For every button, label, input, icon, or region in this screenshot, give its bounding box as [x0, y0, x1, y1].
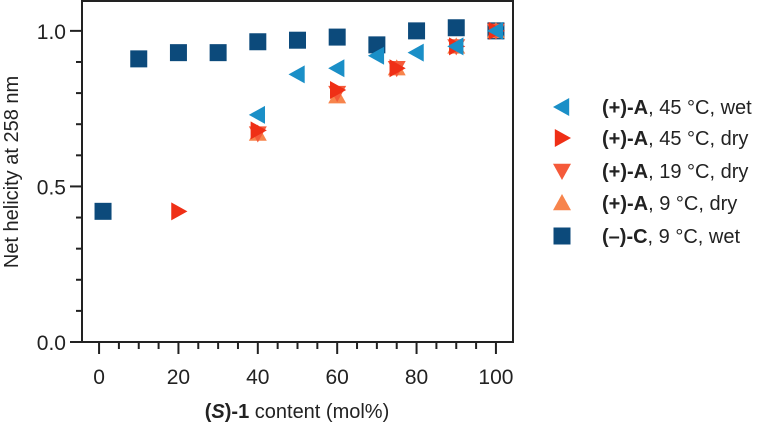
- data-point: [288, 65, 305, 84]
- legend-marker-triangle-down: [553, 163, 571, 180]
- data-point: [171, 202, 188, 221]
- data-point: [249, 33, 267, 51]
- x-axis-title: (S)-1 content (mol%): [205, 401, 390, 423]
- data-point: [328, 59, 345, 78]
- legend-item: (+)-A, 45 °C, dry: [554, 128, 748, 150]
- data-point: [328, 28, 346, 46]
- data-point: [367, 46, 385, 65]
- x-tick-label: 60: [326, 366, 349, 389]
- legend-label-rest: , 19 °C, dry: [648, 161, 748, 183]
- legend-label: (+)-A, 45 °C, wet: [602, 97, 752, 119]
- data-points: [94, 19, 505, 221]
- x-axis-title-rest: content (mol%): [249, 401, 389, 423]
- legend-label: (–)-C, 9 °C, wet: [602, 226, 740, 248]
- x-tick-label: 40: [246, 366, 269, 389]
- data-point: [130, 50, 148, 68]
- data-point: [248, 105, 266, 124]
- data-point: [407, 43, 424, 62]
- data-point: [447, 19, 465, 37]
- data-point: [209, 44, 227, 62]
- y-tick-label: 1.0: [37, 21, 66, 44]
- data-point: [289, 31, 306, 49]
- y-axis-title: Net helicity at 258 nm: [1, 76, 23, 268]
- x-tick-label: 100: [478, 366, 513, 389]
- data-point: [94, 202, 112, 220]
- legend-marker-triangle-right: [554, 129, 571, 147]
- data-point: [169, 44, 187, 62]
- x-tick-label: 20: [167, 366, 190, 389]
- legend-label-bold: (–)-C: [602, 226, 648, 248]
- legend-label-bold: (+)-A: [602, 193, 648, 215]
- legend-label-rest: , 9 °C, dry: [648, 193, 737, 215]
- y-tick-label: 0.5: [37, 176, 66, 199]
- legend-marker-triangle-up: [553, 194, 571, 211]
- data-point: [447, 37, 464, 56]
- x-tick-label: 0: [93, 366, 105, 389]
- legend-item: (+)-A, 19 °C, dry: [553, 161, 748, 183]
- x-axis-title-suffix: )-1: [225, 401, 249, 423]
- axis-ticks: 0 20 40 60 80 100 0.0 0.5 1.0: [37, 21, 514, 389]
- legend-marker-square: [553, 227, 571, 245]
- legend-label-bold: (+)-A: [602, 161, 648, 183]
- legend-item: (–)-C, 9 °C, wet: [553, 226, 740, 248]
- x-tick-label: 80: [405, 366, 428, 389]
- legend-item: (+)-A, 45 °C, wet: [553, 97, 752, 119]
- series-triangle-left: [248, 21, 504, 124]
- legend: (+)-A, 45 °C, wet(+)-A, 45 °C, dry(+)-A,…: [553, 97, 752, 248]
- legend-item: (+)-A, 9 °C, dry: [553, 193, 737, 215]
- data-point: [486, 21, 504, 40]
- legend-label-rest: , 45 °C, wet: [648, 97, 752, 119]
- legend-label-bold: (+)-A: [602, 97, 648, 119]
- legend-label: (+)-A, 45 °C, dry: [602, 128, 748, 150]
- legend-label: (+)-A, 19 °C, dry: [602, 161, 748, 183]
- legend-label: (+)-A, 9 °C, dry: [602, 193, 737, 215]
- legend-marker-triangle-left: [553, 98, 570, 116]
- data-point: [408, 22, 426, 40]
- x-axis-title-italic: S: [211, 401, 225, 423]
- data-point: [329, 80, 347, 99]
- legend-label-rest: , 45 °C, dry: [648, 128, 748, 150]
- y-tick-label: 0.0: [37, 332, 66, 355]
- series-square: [94, 19, 505, 220]
- x-axis-title-prefix: (: [205, 401, 212, 423]
- data-point: [250, 121, 267, 140]
- data-point: [389, 59, 406, 78]
- legend-label-rest: , 9 °C, wet: [648, 226, 741, 248]
- legend-label-bold: (+)-A: [602, 128, 648, 150]
